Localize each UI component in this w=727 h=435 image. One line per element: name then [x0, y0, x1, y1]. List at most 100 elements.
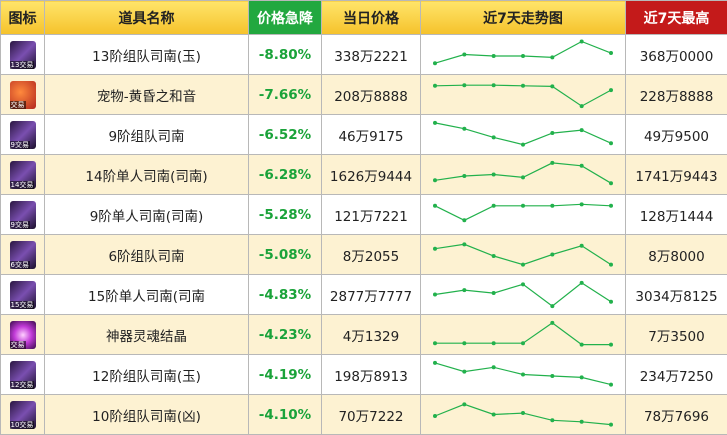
- icon-cell: 9交易: [1, 195, 45, 235]
- price-drop: -4.23%: [249, 315, 322, 355]
- trend-sparkline: [421, 235, 625, 274]
- trend-point: [580, 39, 584, 43]
- pet-icon: 交易: [10, 81, 36, 109]
- trend-point: [580, 343, 584, 347]
- trend-point: [550, 131, 554, 135]
- trend-cell: [421, 75, 626, 115]
- week-high-price: 49万9500: [626, 115, 727, 155]
- icon-trade-label: 10交易: [10, 421, 35, 429]
- price-drop: -6.28%: [249, 155, 322, 195]
- price-drop: -5.08%: [249, 235, 322, 275]
- trend-point: [433, 341, 437, 345]
- week-high-price: 234万7250: [626, 355, 727, 395]
- trend-point: [550, 161, 554, 165]
- price-drop: -7.66%: [249, 75, 322, 115]
- trend-point: [492, 204, 496, 208]
- current-price: 2877万7777: [322, 275, 421, 315]
- trend-point: [433, 414, 437, 418]
- current-price: 8万2055: [322, 235, 421, 275]
- header-drop[interactable]: 价格急降: [249, 1, 322, 35]
- trend-point: [550, 418, 554, 422]
- current-price: 4万1329: [322, 315, 421, 355]
- trend-sparkline: [421, 315, 625, 354]
- trend-sparkline: [421, 115, 625, 154]
- icon-trade-label: 15交易: [10, 301, 35, 309]
- week-high-price: 128万1444: [626, 195, 727, 235]
- trend-cell: [421, 235, 626, 275]
- item-name: 10阶组队司南(凶): [45, 395, 249, 435]
- trend-point: [462, 174, 466, 178]
- icon-trade-label: 12交易: [10, 381, 35, 389]
- trend-point: [433, 204, 437, 208]
- icon-cell: 13交易: [1, 35, 45, 75]
- item-name: 6阶组队司南: [45, 235, 249, 275]
- header-icon: 图标: [1, 1, 45, 35]
- trend-point: [580, 244, 584, 248]
- trend-point: [609, 51, 613, 55]
- header-trend: 近7天走势图: [421, 1, 626, 35]
- current-price: 338万2221: [322, 35, 421, 75]
- trend-point: [462, 288, 466, 292]
- soul-icon: 交易: [10, 321, 36, 349]
- trend-point: [609, 141, 613, 145]
- weapon-icon: 9交易: [10, 121, 36, 149]
- icon-trade-label: 交易: [10, 101, 26, 109]
- item-name: 13阶组队司南(玉): [45, 35, 249, 75]
- icon-trade-label: 14交易: [10, 181, 35, 189]
- item-name: 14阶单人司南(司南): [45, 155, 249, 195]
- trend-point: [492, 54, 496, 58]
- week-high-price: 3034万8125: [626, 275, 727, 315]
- week-high-price: 78万7696: [626, 395, 727, 435]
- trend-point: [433, 247, 437, 251]
- trend-line: [435, 123, 611, 145]
- current-price: 46万9175: [322, 115, 421, 155]
- trend-sparkline: [421, 35, 625, 74]
- trend-sparkline: [421, 275, 625, 314]
- price-drop: -4.83%: [249, 275, 322, 315]
- price-drop: -5.28%: [249, 195, 322, 235]
- header-price[interactable]: 当日价格: [322, 1, 421, 35]
- icon-trade-label: 6交易: [10, 261, 30, 269]
- icon-trade-label: 13交易: [10, 61, 35, 69]
- trend-line: [435, 244, 611, 264]
- trend-point: [609, 423, 613, 427]
- week-high-price: 368万0000: [626, 35, 727, 75]
- price-drop: -6.52%: [249, 115, 322, 155]
- trend-point: [550, 84, 554, 88]
- trend-line: [435, 42, 611, 64]
- trend-point: [433, 61, 437, 65]
- trend-point: [550, 304, 554, 308]
- header-high[interactable]: 近7天最高: [626, 1, 727, 35]
- trend-point: [462, 341, 466, 345]
- current-price: 198万8913: [322, 355, 421, 395]
- trend-point: [580, 420, 584, 424]
- trend-point: [580, 104, 584, 108]
- current-price: 70万7222: [322, 395, 421, 435]
- weapon-icon: 13交易: [10, 41, 36, 69]
- item-name: 9阶单人司南(司南): [45, 195, 249, 235]
- trend-point: [580, 164, 584, 168]
- table-row[interactable]: 15交易 15阶单人司南(司南-4.83%2877万7777 3034万8125: [1, 275, 727, 315]
- trend-cell: [421, 395, 626, 435]
- trend-point: [550, 321, 554, 325]
- weapon-icon: 6交易: [10, 241, 36, 269]
- trend-point: [492, 413, 496, 417]
- week-high-price: 228万8888: [626, 75, 727, 115]
- trend-point: [521, 143, 525, 147]
- trend-point: [433, 121, 437, 125]
- trend-point: [492, 173, 496, 177]
- trend-point: [550, 55, 554, 59]
- item-name: 15阶单人司南(司南: [45, 275, 249, 315]
- trend-point: [521, 84, 525, 88]
- trend-sparkline: [421, 195, 625, 234]
